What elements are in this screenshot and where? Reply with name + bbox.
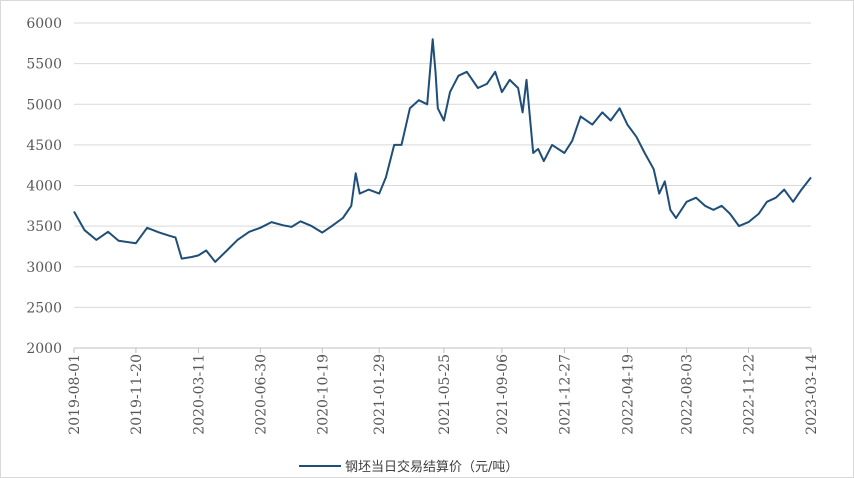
- x-tick-label: 2022-04-19: [620, 354, 636, 435]
- series-line-0: [73, 38, 812, 263]
- y-tick-label: 3000: [26, 260, 62, 276]
- x-tick-label: 2019-08-01: [67, 354, 83, 435]
- legend: 钢坯当日交易结算价（元/吨）: [299, 459, 518, 475]
- x-tick-label: 2019-11-20: [129, 354, 145, 435]
- x-tick-label: 2020-06-30: [253, 354, 269, 435]
- x-tick-label: 2021-09-06: [495, 354, 511, 435]
- x-tick-label: 2022-11-22: [742, 354, 758, 435]
- y-tick-label: 2500: [26, 300, 62, 316]
- legend-label: 钢坯当日交易结算价（元/吨）: [345, 459, 518, 475]
- x-tick-label: 2021-05-25: [437, 354, 453, 435]
- y-tick-label: 3500: [26, 219, 62, 235]
- y-axis-ticks: 2000 2500 3000 3500 4000 4500 5000 5500 6000: [26, 16, 62, 357]
- y-tick-label: 4500: [26, 138, 62, 154]
- y-tick-label: 2000: [26, 341, 62, 357]
- x-tick-label: 2021-01-29: [372, 354, 388, 435]
- y-tick-label: 4000: [26, 179, 62, 195]
- x-tick-label: 2021-12-27: [557, 354, 573, 435]
- y-tick-label: 5000: [26, 97, 62, 113]
- x-tick-label: 2022-08-03: [680, 354, 696, 435]
- x-axis-ticks: 2019-08-01 2019-11-20 2020-03-11 2020-06-30…: [67, 348, 820, 435]
- grid-lines: [74, 22, 811, 308]
- x-tick-label: 2020-10-19: [315, 354, 331, 435]
- series-lines: [73, 38, 812, 263]
- y-tick-label: 6000: [26, 16, 62, 32]
- x-tick-label: 2020-03-11: [191, 354, 207, 435]
- y-tick-label: 5500: [26, 57, 62, 73]
- x-tick-label: 2023-03-14: [804, 354, 820, 435]
